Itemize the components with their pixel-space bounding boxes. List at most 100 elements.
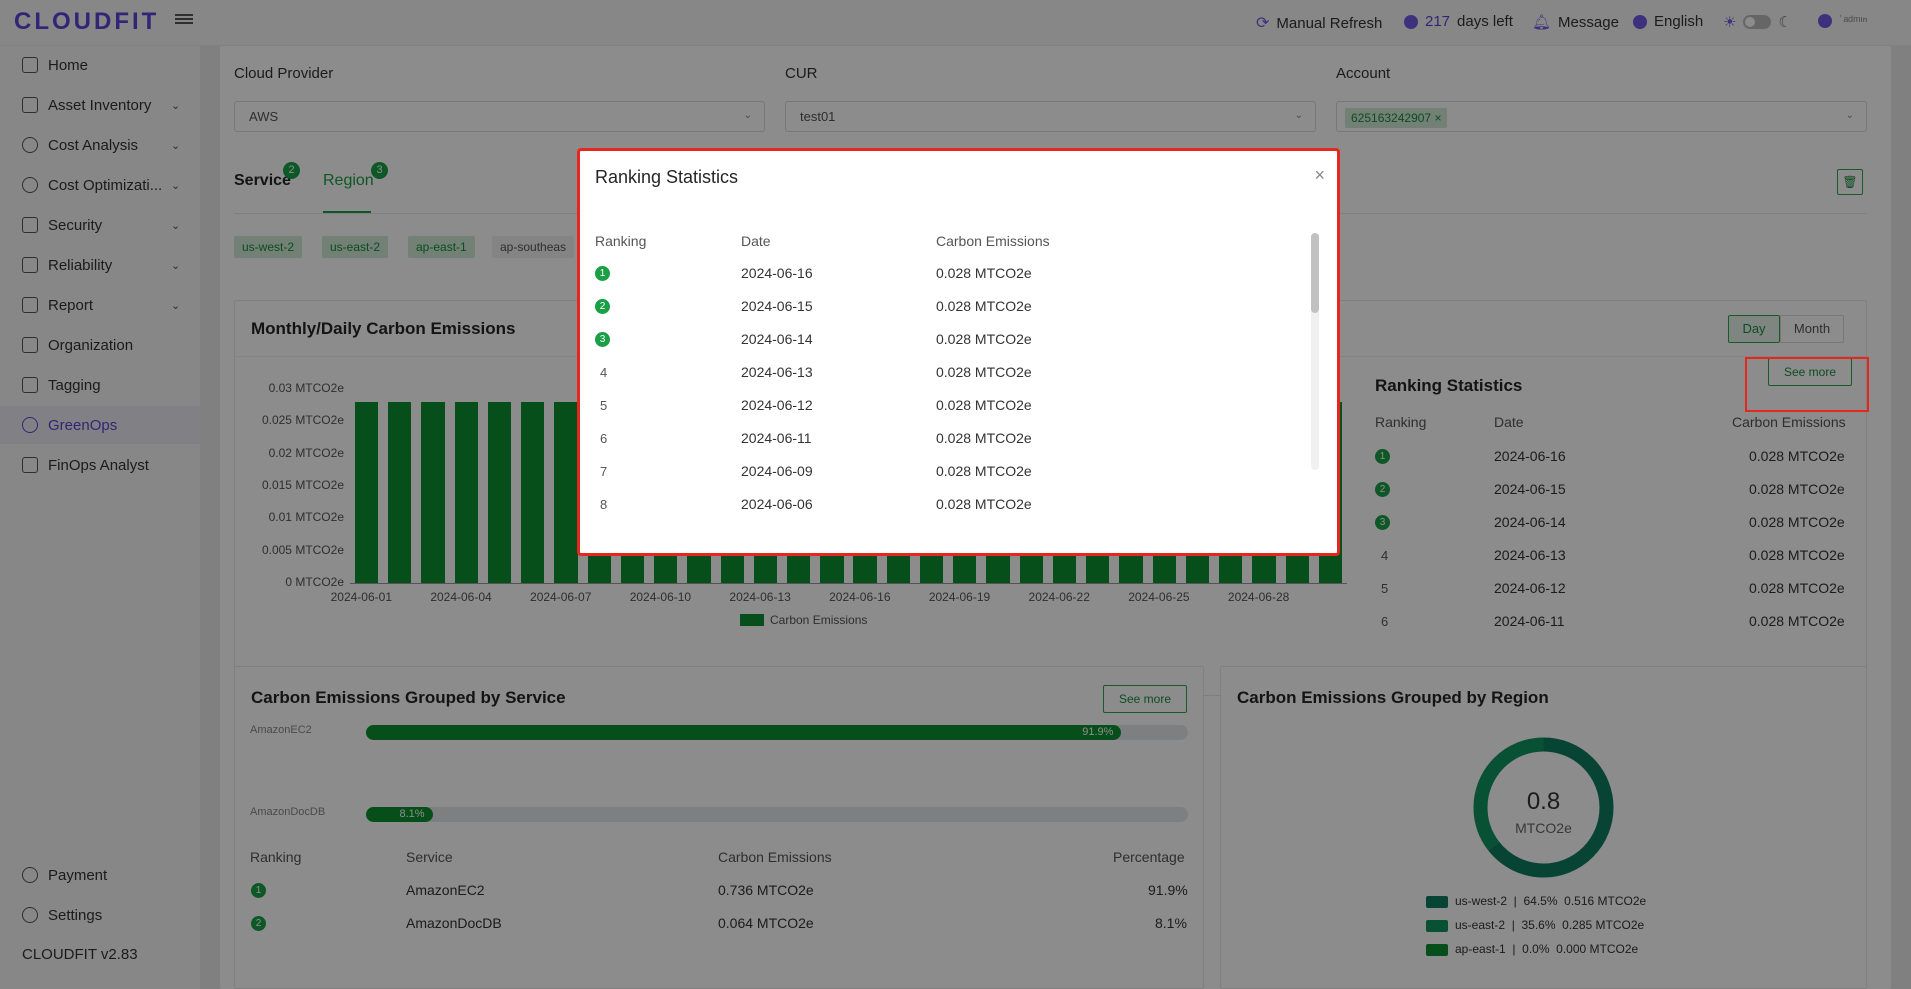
region-chip[interactable]: ap-southeas	[492, 236, 575, 258]
account-select[interactable]: 625163242907 × ⌄	[1336, 101, 1867, 132]
y-tick-label: 0.02 MTCO2e	[268, 445, 344, 460]
modal-scrollbar[interactable]	[1311, 233, 1319, 470]
sidebar-item-cost-analysis[interactable]: Cost Analysis ⌄	[0, 126, 200, 164]
rank-badge: 7	[600, 464, 608, 479]
sidebar-item-label: FinOps Analyst	[48, 456, 149, 474]
ranking-header: Ranking	[250, 849, 302, 865]
cur-select[interactable]: test01 ⌄	[785, 101, 1316, 132]
rank-badge: 5	[600, 398, 608, 413]
cloud-provider-select[interactable]: AWS ⌄	[234, 101, 765, 132]
account-label: Account	[1336, 65, 1391, 82]
rank-badge: 3	[1375, 515, 1390, 530]
tab-region-label: Region	[323, 172, 374, 189]
region-chip[interactable]: us-west-2	[234, 236, 303, 258]
inventory-icon	[22, 97, 38, 113]
chart-legend-label: Carbon Emissions	[770, 613, 868, 627]
sidebar-item-label: Tagging	[48, 376, 101, 394]
globe-icon	[1633, 14, 1647, 29]
x-tick-label: 2024-06-13	[729, 590, 791, 604]
chevron-down-icon: ⌄	[171, 179, 181, 192]
service-card-title: Carbon Emissions Grouped by Service	[251, 688, 566, 707]
tab-region[interactable]: Region	[323, 172, 374, 190]
y-tick-label: 0.03 MTCO2e	[268, 381, 344, 395]
x-tick-label: 2024-06-01	[330, 590, 392, 604]
top-bar: CLOUDFIT ⟳ Manual Refresh 217 days left …	[0, 0, 1911, 46]
ranking-date: 2024-06-06	[741, 496, 813, 512]
sidebar-item-tagging[interactable]: Tagging	[0, 366, 200, 404]
service-bar-percent: 8.1%	[399, 808, 425, 820]
menu-toggle-icon[interactable]	[175, 12, 193, 28]
modal-title: Ranking Statistics	[595, 167, 739, 187]
ranking-emissions: 0.028 MTCO2e	[936, 496, 1032, 512]
ranking-modal: Ranking Statistics × Ranking Date Carbon…	[577, 148, 1340, 556]
sidebar-item-asset-inventory[interactable]: Asset Inventory ⌄	[0, 86, 200, 124]
service-count-badge: 2	[283, 162, 300, 179]
region-card: Carbon Emissions Grouped by Region	[1220, 666, 1867, 989]
sidebar-item-organization[interactable]: Organization	[0, 326, 200, 364]
ranking-header: Ranking	[595, 233, 647, 249]
sidebar-item-report[interactable]: Report ⌄	[0, 286, 200, 324]
month-button[interactable]: Month	[1780, 315, 1844, 343]
ranking-emissions: 0.028 MTCO2e	[1749, 547, 1845, 563]
y-tick-label: 0.01 MTCO2e	[268, 510, 344, 525]
close-icon[interactable]: ×	[1434, 111, 1442, 125]
message-button[interactable]: 🔔︎ Message	[1532, 13, 1619, 32]
x-tick-label: 2024-06-25	[1128, 590, 1190, 604]
chevron-down-icon: ⌄	[1294, 110, 1303, 121]
ranking-date: 2024-06-15	[1494, 481, 1566, 497]
sun-icon: ☀	[1723, 14, 1737, 31]
sidebar-item-cost-optimization[interactable]: Cost Optimizati... ⌄	[0, 166, 200, 204]
chart-bar	[388, 401, 412, 583]
theme-switch[interactable]	[1743, 15, 1772, 29]
scrollbar-thumb[interactable]	[1311, 233, 1319, 313]
y-tick-label: 0.005 MTCO2e	[261, 542, 344, 557]
day-button[interactable]: Day	[1728, 315, 1780, 343]
rank-badge: 6	[600, 431, 608, 446]
sidebar-item-label: Settings	[48, 906, 103, 924]
region-legend-item: ap-east-1 | 0.0% 0.000 MTCO2e	[1455, 942, 1639, 956]
tab-service[interactable]: Service	[234, 172, 291, 190]
ranking-emissions: 0.028 MTCO2e	[936, 298, 1032, 314]
sidebar-item-finops-analyst[interactable]: FinOps Analyst	[0, 446, 200, 484]
x-tick-label: 2024-06-28	[1227, 590, 1290, 604]
sidebar-item-label: Organization	[48, 336, 134, 354]
region-chip[interactable]: us-east-2	[322, 236, 389, 258]
y-tick-label: 0 MTCO2e	[285, 575, 344, 589]
legend-swatch	[1426, 896, 1448, 908]
highlight-see-more-box	[1745, 357, 1869, 412]
service-see-more-button[interactable]: See more	[1103, 685, 1187, 713]
account-tag[interactable]: 625163242907 ×	[1345, 108, 1448, 128]
sidebar-item-settings[interactable]: Settings	[0, 896, 200, 934]
reliability-icon	[22, 257, 38, 273]
sidebar-item-reliability[interactable]: Reliability ⌄	[0, 246, 200, 284]
chart-bar	[454, 401, 478, 583]
region-total: 0.8	[1526, 788, 1561, 815]
user-menu[interactable]: ˙ᵃᵈᵐᶦⁿ	[1818, 13, 1867, 28]
service-card: Carbon Emissions Grouped by Service See …	[234, 666, 1204, 989]
sidebar-item-payment[interactable]: Payment	[0, 856, 200, 894]
moon-icon: ☾	[1778, 14, 1792, 31]
ranking-date: 2024-06-16	[741, 265, 813, 281]
chevron-down-icon: ⌄	[171, 139, 181, 152]
chevron-down-icon: ⌄	[171, 99, 181, 112]
date-header: Date	[1494, 414, 1524, 430]
sidebar-item-label: Report	[48, 296, 94, 314]
ranking-emissions: 0.028 MTCO2e	[1749, 448, 1845, 464]
delete-icon[interactable]: 🗑︎	[1837, 169, 1863, 195]
manual-refresh-button[interactable]: ⟳ Manual Refresh	[1256, 13, 1382, 33]
license-days-left: 217 days left	[1404, 13, 1513, 30]
ranking-see-more-button[interactable]: See more	[1768, 358, 1852, 386]
service-bar-percent: 91.9%	[1082, 726, 1114, 738]
emissions-card-title: Monthly/Daily Carbon Emissions	[251, 319, 516, 338]
sidebar-item-security[interactable]: Security ⌄	[0, 206, 200, 244]
close-icon[interactable]: ×	[1314, 165, 1325, 185]
chevron-down-icon: ⌄	[743, 110, 752, 121]
user-name: ˙ᵃᵈᵐᶦⁿ	[1839, 13, 1868, 28]
language-button[interactable]: English	[1633, 13, 1703, 30]
sidebar-item-home[interactable]: Home	[0, 46, 200, 84]
region-chip[interactable]: ap-east-1	[408, 236, 475, 258]
sidebar-item-label: Cost Analysis	[48, 136, 139, 154]
theme-toggle[interactable]: ☀ ☾	[1723, 13, 1792, 31]
sidebar-item-greenops[interactable]: GreenOps	[0, 406, 200, 444]
ranking-emissions: 0.028 MTCO2e	[936, 265, 1032, 281]
